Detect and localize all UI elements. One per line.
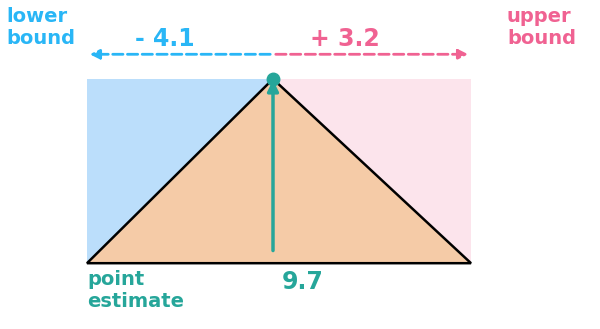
Bar	[273, 79, 471, 263]
Text: point
estimate: point estimate	[87, 270, 184, 311]
Text: upper
bound: upper bound	[507, 7, 576, 48]
Text: lower
bound: lower bound	[6, 7, 75, 48]
Bar	[87, 79, 273, 263]
Polygon shape	[87, 79, 471, 263]
Text: - 4.1: - 4.1	[135, 27, 195, 51]
Text: 9.7: 9.7	[282, 270, 324, 294]
Text: + 3.2: + 3.2	[310, 27, 380, 51]
